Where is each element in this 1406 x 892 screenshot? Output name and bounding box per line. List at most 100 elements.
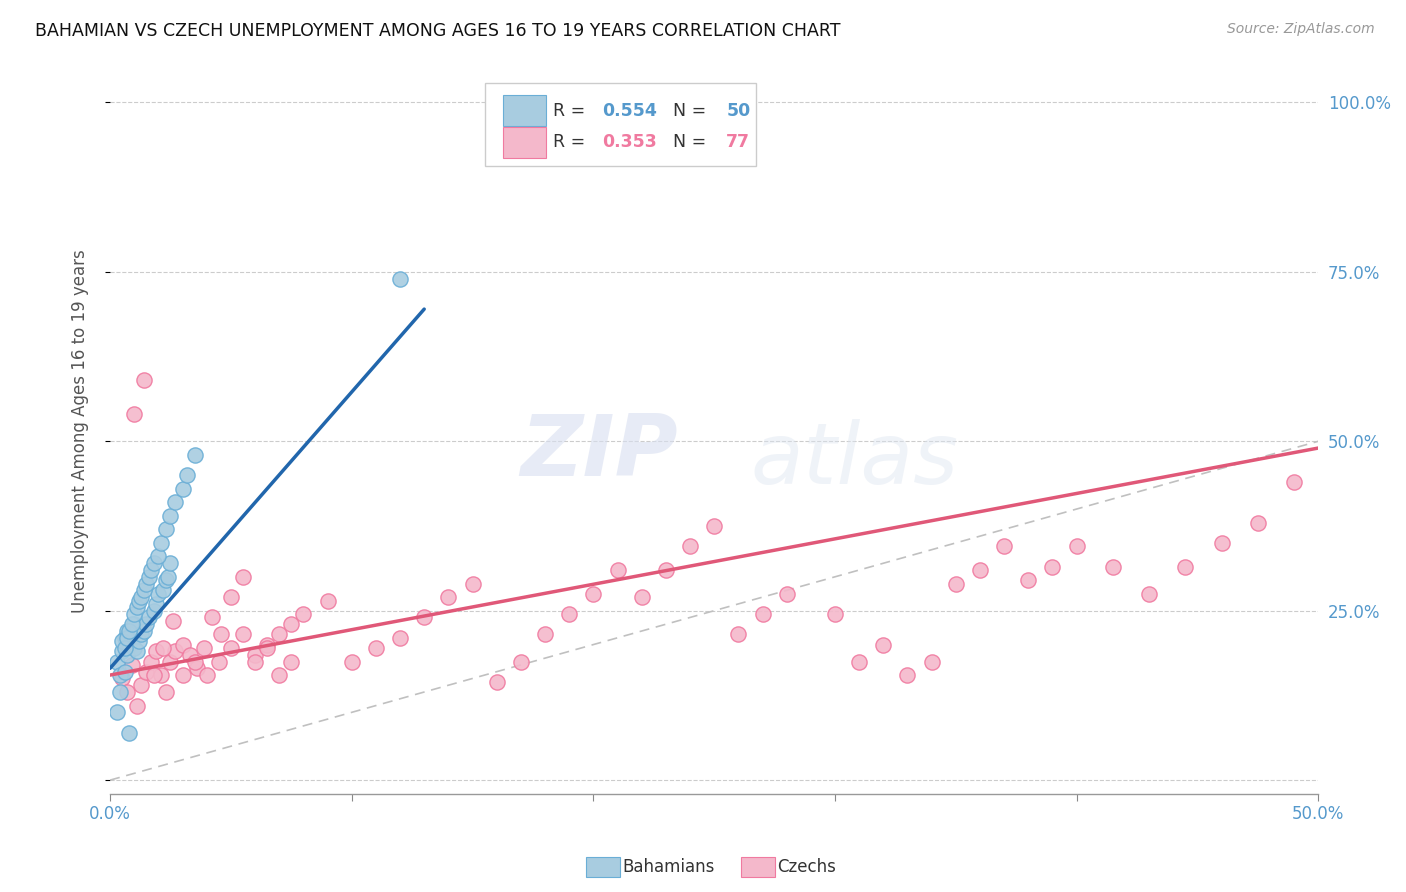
Point	[280, 617, 302, 632]
Point	[582, 587, 605, 601]
Point	[209, 627, 232, 641]
Point	[111, 634, 134, 648]
Point	[108, 685, 131, 699]
Point	[121, 657, 143, 672]
Point	[280, 655, 302, 669]
Point	[131, 627, 153, 641]
Point	[292, 607, 315, 621]
Point	[679, 539, 702, 553]
Point	[155, 522, 177, 536]
Point	[159, 655, 181, 669]
Point	[208, 655, 231, 669]
Point	[125, 600, 148, 615]
Point	[437, 590, 460, 604]
Point	[114, 631, 136, 645]
Point	[509, 655, 531, 669]
Point	[534, 627, 557, 641]
Point	[1017, 573, 1039, 587]
Point	[485, 674, 508, 689]
Point	[200, 610, 222, 624]
Point	[138, 610, 160, 624]
Point	[157, 570, 180, 584]
Point	[118, 638, 141, 652]
Point	[152, 583, 174, 598]
Point	[195, 668, 218, 682]
Point	[193, 640, 215, 655]
Text: 50: 50	[727, 102, 751, 120]
Point	[172, 668, 194, 682]
Point	[122, 607, 145, 621]
Point	[135, 576, 157, 591]
Point	[114, 640, 136, 655]
Point	[135, 617, 157, 632]
Point	[848, 655, 870, 669]
Point	[122, 407, 145, 421]
Point	[727, 627, 749, 641]
Point	[118, 624, 141, 638]
Point	[1137, 587, 1160, 601]
Point	[121, 627, 143, 641]
Point	[149, 536, 172, 550]
Point	[125, 644, 148, 658]
Point	[776, 587, 799, 601]
Text: Bahamians: Bahamians	[623, 858, 716, 876]
Point	[558, 607, 581, 621]
Point	[219, 590, 242, 604]
Text: N =: N =	[662, 102, 711, 120]
Point	[269, 627, 291, 641]
Point	[118, 725, 141, 739]
Point	[183, 448, 205, 462]
Point	[148, 549, 170, 564]
Text: 77: 77	[727, 134, 751, 152]
Point	[141, 655, 163, 669]
Point	[111, 644, 134, 658]
Point	[152, 640, 174, 655]
Point	[921, 655, 943, 669]
Point	[115, 648, 138, 662]
Point	[105, 706, 128, 720]
FancyBboxPatch shape	[485, 83, 756, 167]
Text: Source: ZipAtlas.com: Source: ZipAtlas.com	[1227, 22, 1375, 37]
Point	[131, 590, 153, 604]
Point	[125, 698, 148, 713]
Text: 0.554: 0.554	[602, 102, 657, 120]
Point	[232, 570, 254, 584]
Point	[138, 570, 160, 584]
Point	[703, 519, 725, 533]
Point	[186, 661, 208, 675]
Point	[316, 593, 339, 607]
Point	[172, 482, 194, 496]
Point	[176, 468, 198, 483]
Point	[340, 655, 363, 669]
Point	[872, 638, 894, 652]
Point	[132, 624, 155, 638]
Point	[159, 556, 181, 570]
Point	[132, 373, 155, 387]
Point	[1282, 475, 1305, 489]
Text: BAHAMIAN VS CZECH UNEMPLOYMENT AMONG AGES 16 TO 19 YEARS CORRELATION CHART: BAHAMIAN VS CZECH UNEMPLOYMENT AMONG AGE…	[35, 22, 841, 40]
FancyBboxPatch shape	[503, 95, 547, 126]
Point	[364, 640, 387, 655]
Point	[148, 587, 170, 601]
Point	[122, 640, 145, 655]
Point	[149, 668, 172, 682]
Text: 0.353: 0.353	[602, 134, 657, 152]
Point	[461, 576, 484, 591]
Text: R =: R =	[554, 102, 592, 120]
Point	[132, 583, 155, 598]
Point	[155, 573, 177, 587]
Text: R =: R =	[554, 134, 592, 152]
FancyBboxPatch shape	[503, 128, 547, 158]
Point	[1174, 559, 1197, 574]
Point	[155, 685, 177, 699]
Point	[105, 655, 128, 669]
Point	[172, 638, 194, 652]
Point	[145, 597, 167, 611]
Text: atlas: atlas	[751, 418, 959, 501]
Point	[128, 634, 150, 648]
Point	[115, 624, 138, 638]
Point	[115, 685, 138, 699]
Point	[108, 668, 131, 682]
Point	[243, 648, 266, 662]
Point	[945, 576, 967, 591]
